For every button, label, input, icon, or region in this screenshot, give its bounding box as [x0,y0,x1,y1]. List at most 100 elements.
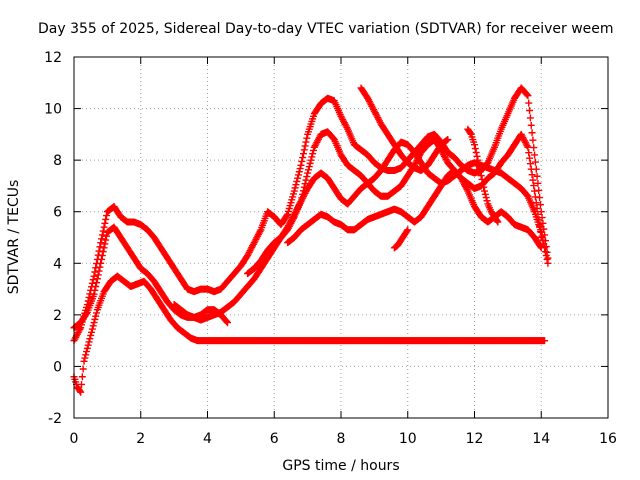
data-point-marker [296,165,304,173]
data-point-marker [471,141,478,149]
data-point-marker [531,193,539,201]
data-point-marker [101,219,109,227]
series-trace-3 [70,84,552,345]
data-point-marker [476,164,484,172]
series-trace-7 [357,84,452,174]
y-tick-label: -2 [48,411,62,427]
series-trace-9 [390,226,412,252]
data-point-marker [303,134,311,142]
data-point-marker [541,337,549,345]
data-point-marker [97,239,105,247]
data-point-marker [83,348,91,356]
data-point-marker [103,232,111,240]
series-trace-6 [284,166,545,252]
data-point-marker [528,129,536,137]
data-point-marker [92,312,100,320]
data-point-marker [301,142,309,150]
data-point-marker [299,154,307,162]
data-point-marker [102,236,110,244]
data-point-marker [86,335,94,343]
data-point-marker [305,163,313,171]
data-point-marker [531,151,539,159]
data-point-marker [302,176,310,184]
data-point-marker [525,149,533,157]
data-point-marker [483,197,491,205]
data-point-marker [524,143,532,151]
data-point-marker [89,276,97,284]
series-trace-8 [464,125,502,226]
data-point-marker [96,243,104,251]
data-point-marker [76,387,84,395]
data-point-marker [294,174,302,182]
data-point-marker [478,175,486,183]
data-point-marker [404,226,412,234]
data-point-marker [83,301,91,309]
data-point-marker [76,325,84,333]
series-trace-4 [170,128,545,324]
data-point-marker [302,138,310,146]
data-point-marker [309,150,317,158]
data-point-marker [283,212,291,220]
data-point-marker [475,160,483,168]
data-point-marker [297,161,305,169]
series-trace-1 [70,272,549,396]
data-point-marker [292,181,300,189]
x-tick-label: 12 [466,431,484,447]
data-point-marker [481,190,489,198]
data-point-marker [99,227,107,235]
data-point-marker [304,166,312,174]
data-point-marker [306,159,314,167]
x-axis-label: GPS time / hours [282,458,399,474]
data-point-marker [223,318,231,326]
data-point-marker [78,373,86,381]
y-tick-label: 0 [53,359,62,375]
y-tick-label: 6 [53,205,62,221]
data-point-marker [529,136,537,144]
data-point-marker [536,243,544,251]
x-tick-label: 10 [399,431,417,447]
data-point-marker [78,380,86,388]
data-point-marker [532,199,540,207]
data-point-marker [80,357,88,365]
data-point-marker [90,319,98,327]
chart-title: Day 355 of 2025, Sidereal Day-to-day VTE… [38,21,614,37]
data-point-marker [444,136,452,144]
data-point-marker [303,173,311,181]
data-point-marker [88,283,96,291]
data-point-marker [256,227,264,235]
data-point-marker [531,158,539,166]
data-point-marker [224,319,232,327]
data-point-marker [85,293,93,301]
data-point-marker [291,184,299,192]
data-point-marker [301,180,309,188]
data-point-marker [541,248,549,256]
data-point-marker [531,187,539,195]
data-point-marker [86,290,94,298]
data-point-marker [538,232,546,240]
data-point-marker [98,235,106,243]
data-point-marker [473,152,481,160]
data-point-marker [77,388,85,396]
data-point-marker [93,260,101,268]
data-point-marker [494,218,502,226]
data-point-marker [544,259,552,267]
data-point-marker [103,212,111,220]
data-point-marker [295,168,303,176]
data-point-marker [480,183,488,191]
data-point-marker [466,129,474,137]
data-point-marker [472,148,480,156]
data-point-marker [534,179,542,187]
data-point-marker [403,227,411,235]
axis-tick-labels: 0 2 4 6 8 10 12 14 16 -2 0 2 4 6 8 10 12 [44,50,617,447]
data-point-marker [100,244,108,252]
data-point-marker [88,328,96,336]
x-tick-label: 4 [203,431,212,447]
data-point-marker [95,267,103,275]
data-point-marker [79,365,87,373]
data-point-marker [299,150,307,158]
data-point-marker [91,315,99,323]
y-tick-label: 4 [53,256,62,272]
data-point-marker [482,194,490,202]
data-point-marker [293,177,301,185]
